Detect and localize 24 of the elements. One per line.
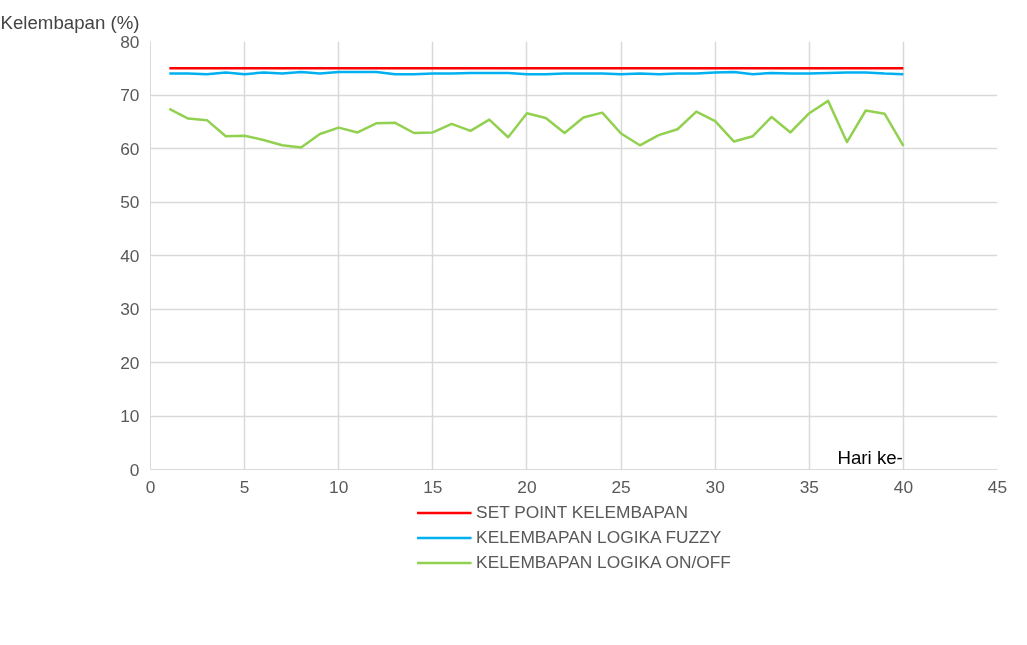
x-tick-label: 35 — [799, 476, 819, 497]
x-axis-title: Hari ke- — [837, 446, 903, 468]
y-tick-label: 0 — [129, 459, 140, 480]
y-axis-title: Kelembapan (%) — [0, 11, 140, 33]
x-tick-label: 10 — [329, 476, 349, 497]
y-tick-label: 40 — [120, 245, 140, 266]
x-tick-label: 45 — [987, 476, 1008, 497]
y-tick-label: 30 — [120, 299, 140, 319]
line-series — [168, 99, 905, 149]
x-tick-label: 15 — [423, 476, 443, 497]
y-tick-label: 50 — [120, 192, 140, 212]
x-tick-label: 0 — [145, 476, 156, 497]
x-tick-label: 5 — [239, 476, 250, 497]
x-tick-label: 40 — [893, 476, 914, 497]
y-tick-label: 20 — [120, 352, 140, 373]
y-tick-label: 70 — [120, 85, 140, 105]
x-tick-label: 25 — [611, 476, 631, 497]
legend-label: KELEMBAPAN LOGIKA FUZZY — [476, 526, 722, 548]
legend-label: SET POINT KELEMBAPAN — [476, 501, 688, 523]
y-tick-label: 10 — [120, 406, 140, 426]
legend-label: KELEMBAPAN LOGIKA ON/OFF — [476, 551, 731, 573]
x-tick-label: 30 — [705, 476, 725, 497]
x-tick-label: 20 — [517, 476, 537, 497]
y-tick-label: 60 — [120, 138, 140, 159]
